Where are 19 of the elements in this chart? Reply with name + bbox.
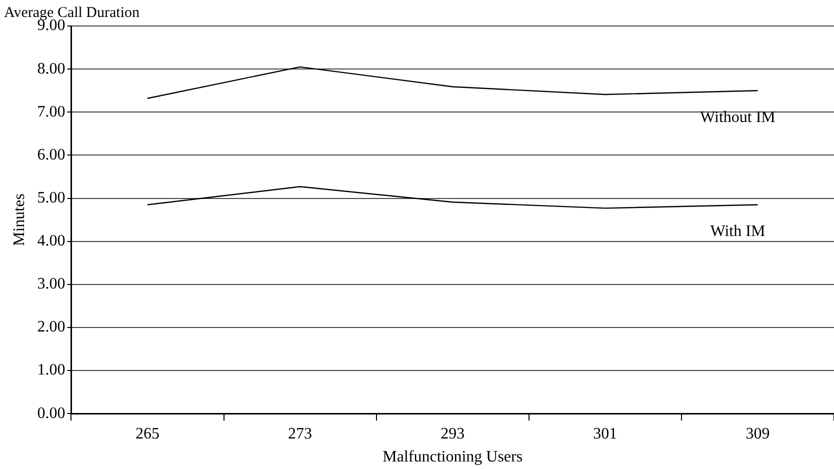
x-tick-label: 273 <box>288 425 312 442</box>
series-label: With IM <box>710 222 766 240</box>
series-label: Without IM <box>700 108 776 126</box>
y-tick-label: 8.00 <box>37 60 66 78</box>
x-tick-label: 301 <box>593 425 618 442</box>
y-tick-label: 1.00 <box>37 362 66 379</box>
y-tick-label: 4.00 <box>37 232 66 250</box>
chart-title: Average Call Duration <box>4 4 140 21</box>
x-tick-label: 293 <box>440 425 465 442</box>
y-axis-title: Minutes <box>10 194 28 246</box>
y-tick-label: 0.00 <box>37 404 66 422</box>
y-tick-label: 5.00 <box>37 189 66 206</box>
y-tick-label: 6.00 <box>37 146 66 164</box>
x-axis-title: Malfunctioning Users <box>382 448 523 466</box>
x-tick-label: 309 <box>746 425 770 442</box>
y-tick-label: 7.00 <box>37 103 66 120</box>
y-tick-label: 2.00 <box>37 318 66 336</box>
y-tick-label: 3.00 <box>37 276 66 293</box>
x-tick-label: 265 <box>135 425 160 442</box>
